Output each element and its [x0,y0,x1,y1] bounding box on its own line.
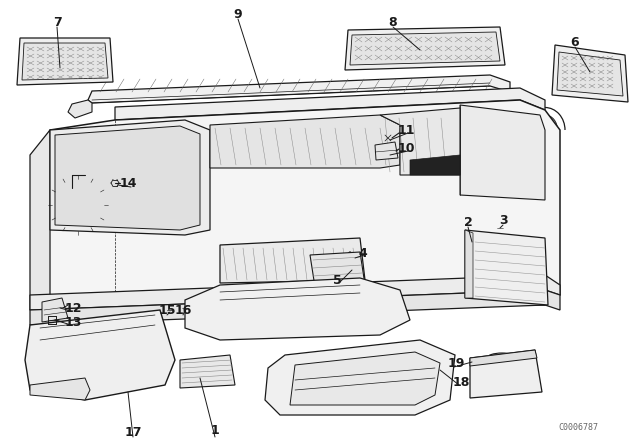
Polygon shape [310,252,365,287]
Polygon shape [460,105,545,200]
Polygon shape [410,155,460,175]
Text: 13: 13 [65,315,83,328]
Polygon shape [265,340,455,415]
Polygon shape [185,278,410,340]
Polygon shape [30,378,90,400]
Text: 5: 5 [333,273,342,287]
Text: 14: 14 [120,177,138,190]
Text: 11: 11 [398,124,415,137]
Text: 12: 12 [65,302,83,314]
Polygon shape [30,130,50,310]
Polygon shape [45,100,560,305]
Polygon shape [25,310,175,400]
Text: 4: 4 [358,246,367,259]
Polygon shape [68,100,92,118]
Text: 3: 3 [499,214,508,227]
Text: 17: 17 [124,426,141,439]
Polygon shape [470,350,537,366]
Polygon shape [180,355,235,388]
Text: 10: 10 [398,142,415,155]
Text: 6: 6 [571,35,579,48]
Polygon shape [30,290,560,325]
Text: 16: 16 [174,303,192,316]
Polygon shape [465,230,548,305]
Text: 2: 2 [463,215,472,228]
Polygon shape [290,352,440,405]
Text: 8: 8 [388,16,397,29]
Text: 1: 1 [211,423,220,436]
Text: 15: 15 [158,303,176,316]
Polygon shape [380,108,460,175]
Text: 9: 9 [234,8,243,21]
Polygon shape [375,142,398,160]
Polygon shape [470,350,542,398]
Polygon shape [465,230,473,298]
Polygon shape [210,115,400,168]
Polygon shape [50,120,210,235]
Text: 19: 19 [448,357,465,370]
Text: 18: 18 [453,375,470,388]
Polygon shape [17,38,113,85]
Polygon shape [42,298,68,322]
Polygon shape [552,45,628,102]
Polygon shape [345,27,505,70]
Polygon shape [22,43,108,80]
Polygon shape [350,32,500,65]
Text: 7: 7 [52,16,61,29]
Text: C0006787: C0006787 [558,422,598,431]
Polygon shape [30,275,560,310]
Polygon shape [115,88,545,120]
Polygon shape [55,126,200,230]
Polygon shape [557,52,623,96]
Polygon shape [220,238,365,283]
Polygon shape [88,75,510,103]
